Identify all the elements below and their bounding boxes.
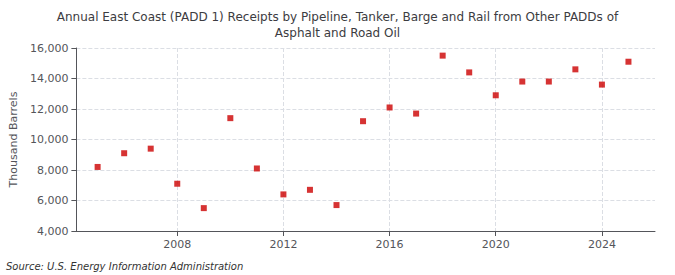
- svg-text:2024: 2024: [588, 238, 616, 251]
- svg-text:Source: U.S. Energy Informatio: Source: U.S. Energy Information Administ…: [6, 261, 243, 272]
- svg-text:10,000: 10,000: [30, 133, 69, 146]
- svg-text:Asphalt and Road Oil: Asphalt and Road Oil: [275, 26, 400, 40]
- svg-text:8,000: 8,000: [37, 164, 69, 177]
- svg-text:4,000: 4,000: [37, 225, 69, 238]
- svg-text:12,000: 12,000: [30, 103, 69, 116]
- svg-text:14,000: 14,000: [30, 72, 69, 85]
- svg-text:2012: 2012: [269, 238, 297, 251]
- svg-text:Thousand Barrels: Thousand Barrels: [7, 91, 20, 188]
- svg-text:16,000: 16,000: [30, 42, 69, 55]
- svg-text:6,000: 6,000: [37, 194, 69, 207]
- svg-text:2016: 2016: [376, 238, 404, 251]
- svg-text:2020: 2020: [482, 238, 510, 251]
- svg-text:Annual East Coast (PADD 1) Rec: Annual East Coast (PADD 1) Receipts by P…: [57, 10, 619, 24]
- svg-text:2008: 2008: [163, 238, 191, 251]
